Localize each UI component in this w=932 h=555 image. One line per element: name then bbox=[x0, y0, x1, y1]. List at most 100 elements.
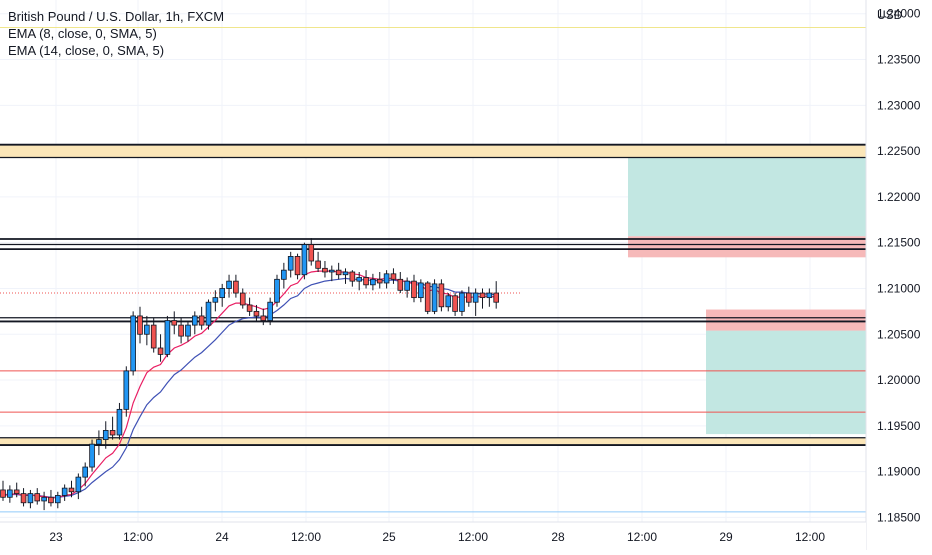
candle[interactable] bbox=[48, 496, 54, 504]
candle[interactable] bbox=[89, 443, 95, 468]
price-tick-label: 1.24000 bbox=[877, 7, 921, 21]
time-tick-label: 25 bbox=[382, 530, 396, 544]
candle[interactable] bbox=[116, 408, 123, 436]
time-tick-label: 28 bbox=[551, 530, 565, 544]
candle[interactable] bbox=[294, 256, 301, 276]
candle[interactable] bbox=[418, 282, 424, 299]
candle[interactable] bbox=[301, 244, 308, 276]
candle[interactable] bbox=[274, 278, 280, 303]
candle[interactable] bbox=[472, 292, 479, 303]
candle[interactable] bbox=[157, 347, 164, 355]
candle[interactable] bbox=[308, 244, 315, 262]
candle[interactable] bbox=[315, 260, 321, 269]
candle[interactable] bbox=[150, 324, 157, 349]
candle[interactable] bbox=[205, 301, 212, 326]
candle[interactable] bbox=[137, 315, 143, 335]
candle[interactable] bbox=[328, 269, 335, 273]
candle[interactable] bbox=[486, 292, 493, 299]
candle[interactable] bbox=[370, 278, 376, 286]
candle[interactable] bbox=[34, 493, 41, 502]
candle[interactable] bbox=[465, 292, 472, 303]
candle[interactable] bbox=[178, 324, 184, 337]
price-tick-label: 1.20000 bbox=[877, 373, 921, 387]
candle[interactable] bbox=[267, 301, 273, 321]
candle[interactable] bbox=[349, 271, 356, 282]
candle[interactable] bbox=[96, 439, 102, 445]
position-target-zone[interactable] bbox=[628, 150, 866, 237]
candle[interactable] bbox=[404, 280, 410, 291]
price-tick-label: 1.21000 bbox=[877, 281, 921, 295]
candle[interactable] bbox=[342, 271, 349, 276]
candle[interactable] bbox=[75, 476, 82, 493]
candle[interactable] bbox=[198, 315, 205, 326]
sr-zone[interactable] bbox=[0, 144, 866, 158]
price-axis-bg bbox=[866, 0, 932, 550]
candle[interactable] bbox=[452, 295, 458, 312]
candle[interactable] bbox=[7, 489, 13, 498]
ema-14-legend[interactable]: EMA (14, close, 0, SMA, 5) bbox=[8, 43, 165, 58]
price-tick-label: 1.23500 bbox=[877, 53, 921, 67]
candle[interactable] bbox=[411, 280, 417, 299]
time-tick-label: 24 bbox=[215, 530, 229, 544]
candle[interactable] bbox=[171, 320, 178, 326]
candle[interactable] bbox=[281, 269, 287, 280]
price-tick-label: 1.22500 bbox=[877, 144, 921, 158]
candle[interactable] bbox=[185, 324, 191, 337]
candle[interactable] bbox=[226, 280, 232, 289]
candle[interactable] bbox=[109, 430, 116, 436]
candle[interactable] bbox=[123, 370, 130, 410]
candle[interactable] bbox=[13, 489, 20, 495]
candle[interactable] bbox=[335, 269, 342, 276]
candle[interactable] bbox=[260, 315, 267, 321]
candle[interactable] bbox=[239, 292, 246, 306]
candle[interactable] bbox=[191, 315, 198, 326]
currency-label: USD bbox=[877, 8, 903, 22]
candle[interactable] bbox=[61, 487, 68, 496]
candle[interactable] bbox=[479, 292, 486, 299]
candle[interactable] bbox=[390, 273, 397, 280]
candle[interactable] bbox=[424, 282, 431, 312]
candle[interactable] bbox=[322, 267, 328, 273]
time-tick-label: 12:00 bbox=[458, 530, 488, 544]
candle[interactable] bbox=[144, 324, 150, 335]
candle[interactable] bbox=[493, 292, 499, 303]
candle[interactable] bbox=[212, 297, 219, 303]
time-tick-label: 12:00 bbox=[123, 530, 153, 544]
candle[interactable] bbox=[376, 278, 383, 284]
sr-zone[interactable] bbox=[0, 437, 866, 446]
candle[interactable] bbox=[445, 295, 452, 308]
candle[interactable] bbox=[82, 466, 89, 478]
candle[interactable] bbox=[233, 280, 239, 294]
candle[interactable] bbox=[20, 493, 27, 504]
candle[interactable] bbox=[41, 496, 47, 502]
candle[interactable] bbox=[438, 283, 445, 308]
candle[interactable] bbox=[164, 320, 171, 355]
candle[interactable] bbox=[459, 292, 465, 312]
candle[interactable] bbox=[287, 256, 294, 271]
candle[interactable] bbox=[130, 315, 136, 372]
time-tick-label: 29 bbox=[719, 530, 733, 544]
candle[interactable] bbox=[246, 304, 253, 312]
candle[interactable] bbox=[383, 273, 390, 284]
candle[interactable] bbox=[253, 310, 260, 317]
candle[interactable] bbox=[0, 489, 6, 498]
candle[interactable] bbox=[68, 487, 75, 493]
position-stop-zone[interactable] bbox=[706, 309, 866, 331]
price-tick-label: 1.18500 bbox=[877, 510, 921, 524]
time-tick-label: 12:00 bbox=[627, 530, 657, 544]
candle[interactable] bbox=[55, 495, 61, 504]
candle[interactable] bbox=[102, 430, 109, 440]
candle[interactable] bbox=[219, 288, 226, 299]
position-stop-zone[interactable] bbox=[628, 236, 866, 258]
chart-title[interactable]: British Pound / U.S. Dollar, 1h, FXCM bbox=[8, 9, 225, 24]
candle[interactable] bbox=[431, 283, 438, 312]
time-tick-label: 12:00 bbox=[795, 530, 825, 544]
candle[interactable] bbox=[363, 277, 369, 286]
position-target-zone[interactable] bbox=[706, 330, 866, 435]
candle[interactable] bbox=[356, 277, 362, 282]
candle[interactable] bbox=[27, 493, 34, 504]
candle[interactable] bbox=[397, 278, 404, 291]
ema-8-legend[interactable]: EMA (8, close, 0, SMA, 5) bbox=[8, 26, 157, 41]
